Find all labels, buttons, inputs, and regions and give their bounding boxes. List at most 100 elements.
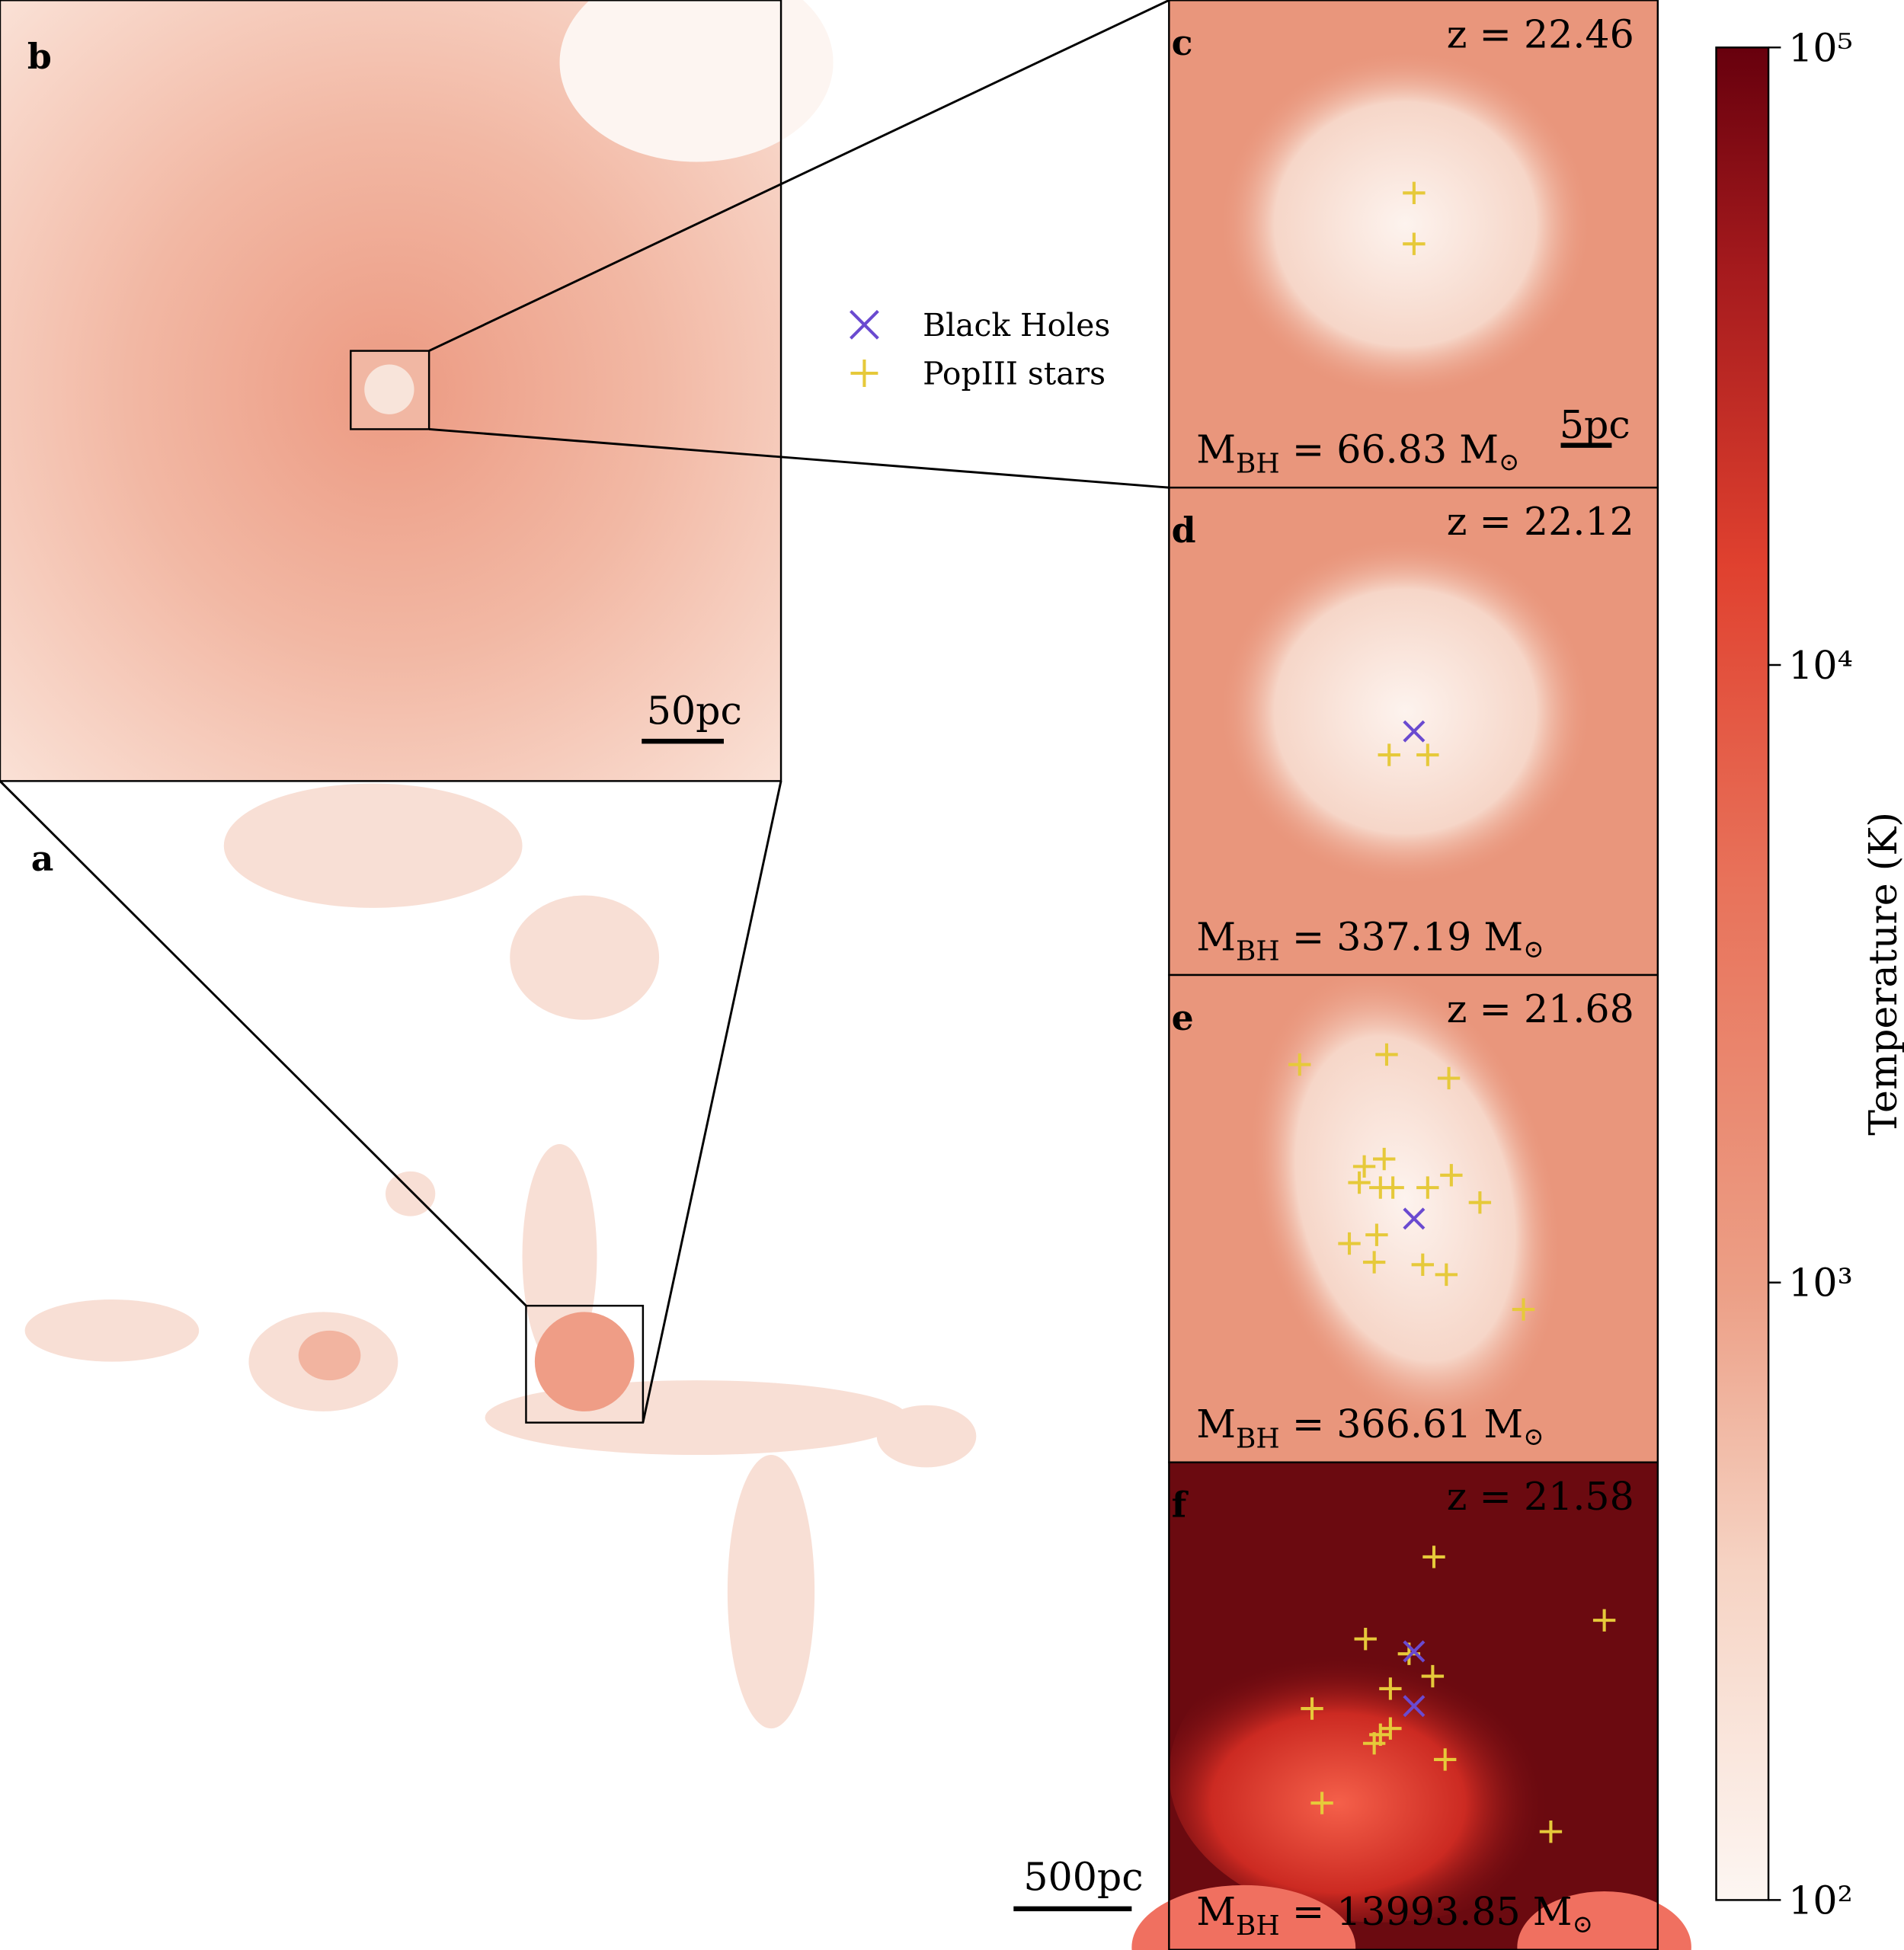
mass-value: = 337.19 M bbox=[1280, 914, 1523, 959]
mass-symbol: M bbox=[1196, 914, 1236, 959]
connectors bbox=[0, 0, 1170, 1423]
panel-label: c bbox=[1172, 22, 1193, 63]
popiii-star bbox=[1416, 743, 1439, 766]
popiii-star bbox=[1411, 1253, 1435, 1277]
image bbox=[298, 1330, 361, 1381]
scale-label: 5pc bbox=[1560, 402, 1630, 447]
connector bbox=[642, 781, 782, 1423]
bh-mass: MBH = 13993.85 M⊙ bbox=[1196, 1889, 1593, 1942]
panel-label: b bbox=[27, 36, 52, 77]
panel-labels: b 50pc a 500pc 5pc bbox=[27, 36, 1630, 1899]
popiii-star bbox=[1348, 1171, 1371, 1194]
image bbox=[1218, 50, 1592, 398]
redshift: z = 22.46 bbox=[1447, 11, 1634, 56]
legend-marker bbox=[850, 309, 879, 340]
sun-symbol: ⊙ bbox=[1499, 447, 1519, 476]
image bbox=[1169, 1624, 1592, 1923]
popiii-star bbox=[1373, 1147, 1396, 1171]
popiii-star bbox=[1592, 1609, 1616, 1632]
popiii-star bbox=[1362, 1732, 1386, 1755]
popiii-star bbox=[1422, 1546, 1445, 1568]
popiii-star bbox=[1440, 1164, 1463, 1187]
sun-symbol: ⊙ bbox=[1523, 1422, 1544, 1451]
scale-label: 50pc bbox=[647, 688, 742, 733]
legend-marker bbox=[850, 360, 878, 387]
black-hole bbox=[1403, 720, 1426, 743]
popiii-star bbox=[1378, 743, 1400, 766]
black-hole bbox=[1403, 1695, 1426, 1718]
popiii-star bbox=[1416, 1176, 1439, 1199]
popiii-star bbox=[1301, 1697, 1323, 1720]
popiii-star bbox=[1375, 1043, 1398, 1066]
panel-label: e bbox=[1172, 997, 1194, 1038]
image bbox=[1218, 537, 1592, 886]
sun-symbol: ⊙ bbox=[1523, 935, 1544, 964]
redshift: z = 21.58 bbox=[1447, 1474, 1634, 1519]
popiii-star bbox=[1403, 181, 1426, 204]
popiii-star bbox=[1288, 1053, 1311, 1076]
panel-label: a bbox=[31, 838, 54, 879]
connector bbox=[428, 0, 1170, 352]
popiii-star bbox=[1512, 1298, 1535, 1321]
popiii-star bbox=[1362, 1251, 1386, 1274]
image bbox=[534, 1312, 635, 1411]
popiii-star bbox=[1379, 1677, 1402, 1700]
legend-label: Black Holes bbox=[923, 307, 1110, 344]
panel: f z = 21.58 MBH = 13993.85 M⊙ bbox=[1131, 1461, 1691, 1950]
popiii-star bbox=[1421, 1664, 1445, 1688]
mass-subscript: BH bbox=[1236, 1423, 1280, 1454]
legend-label: PopIII stars bbox=[923, 356, 1106, 392]
colorbar-gradient bbox=[1715, 46, 1770, 1901]
panel-b bbox=[0, 0, 834, 782]
popiii-star bbox=[1435, 1263, 1458, 1287]
mass-value: = 366.61 M bbox=[1280, 1402, 1523, 1447]
connector bbox=[0, 780, 527, 1307]
popiii-star bbox=[1338, 1232, 1361, 1255]
bh-mass: MBH = 66.83 M⊙ bbox=[1196, 427, 1519, 480]
panel: d z = 22.12 MBH = 337.19 M⊙ bbox=[1168, 486, 1659, 977]
image bbox=[364, 364, 414, 414]
redshift: z = 22.12 bbox=[1447, 499, 1634, 544]
bh-mass: MBH = 366.61 M⊙ bbox=[1196, 1402, 1544, 1454]
popiii-star bbox=[1354, 1627, 1377, 1651]
frame bbox=[0, 0, 782, 782]
popiii-star bbox=[1310, 1792, 1333, 1814]
mass-subscript: BH bbox=[1236, 449, 1280, 480]
popiii-star bbox=[1539, 1820, 1563, 1843]
mass-value: = 13993.85 M bbox=[1280, 1889, 1573, 1934]
popiii-star bbox=[1437, 1066, 1461, 1090]
popiii-star bbox=[1468, 1191, 1492, 1214]
black-hole bbox=[1403, 1207, 1426, 1230]
popiii-star bbox=[1352, 1155, 1376, 1178]
colorbar: Temperature (K) 10² 10³ 10⁴ 10⁵ bbox=[1715, 25, 1904, 1923]
popiii-star bbox=[1434, 1748, 1457, 1771]
mass-symbol: M bbox=[1196, 427, 1236, 472]
mass-subscript: BH bbox=[1236, 935, 1280, 967]
colorbar-label: Temperature (K) bbox=[1861, 812, 1904, 1136]
image bbox=[1131, 1884, 1356, 1950]
black-hole bbox=[1403, 1640, 1426, 1663]
mass-subscript: BH bbox=[1236, 1910, 1280, 1942]
image bbox=[1248, 967, 1562, 1431]
legend: Black Holes PopIII stars bbox=[850, 307, 1110, 392]
image bbox=[559, 0, 834, 162]
popiii-star bbox=[1403, 232, 1426, 255]
popiii-star bbox=[1365, 1223, 1388, 1246]
panel: e z = 21.68 MBH = 366.61 M⊙ bbox=[1168, 967, 1659, 1464]
tick-label: 10² bbox=[1788, 1878, 1853, 1923]
zoom-box bbox=[525, 1304, 645, 1424]
connector bbox=[429, 427, 1170, 489]
redshift: z = 21.68 bbox=[1447, 986, 1634, 1031]
scale-label: 500pc bbox=[1023, 1854, 1143, 1899]
tick-label: 10⁵ bbox=[1788, 25, 1853, 70]
bh-mass: MBH = 337.19 M⊙ bbox=[1196, 914, 1544, 967]
mass-value: = 66.83 M bbox=[1280, 427, 1499, 472]
tick-label: 10³ bbox=[1788, 1261, 1853, 1306]
popiii-star bbox=[1381, 1176, 1404, 1199]
mass-symbol: M bbox=[1196, 1889, 1236, 1934]
image bbox=[1517, 1891, 1691, 1950]
mass-symbol: M bbox=[1196, 1402, 1236, 1447]
